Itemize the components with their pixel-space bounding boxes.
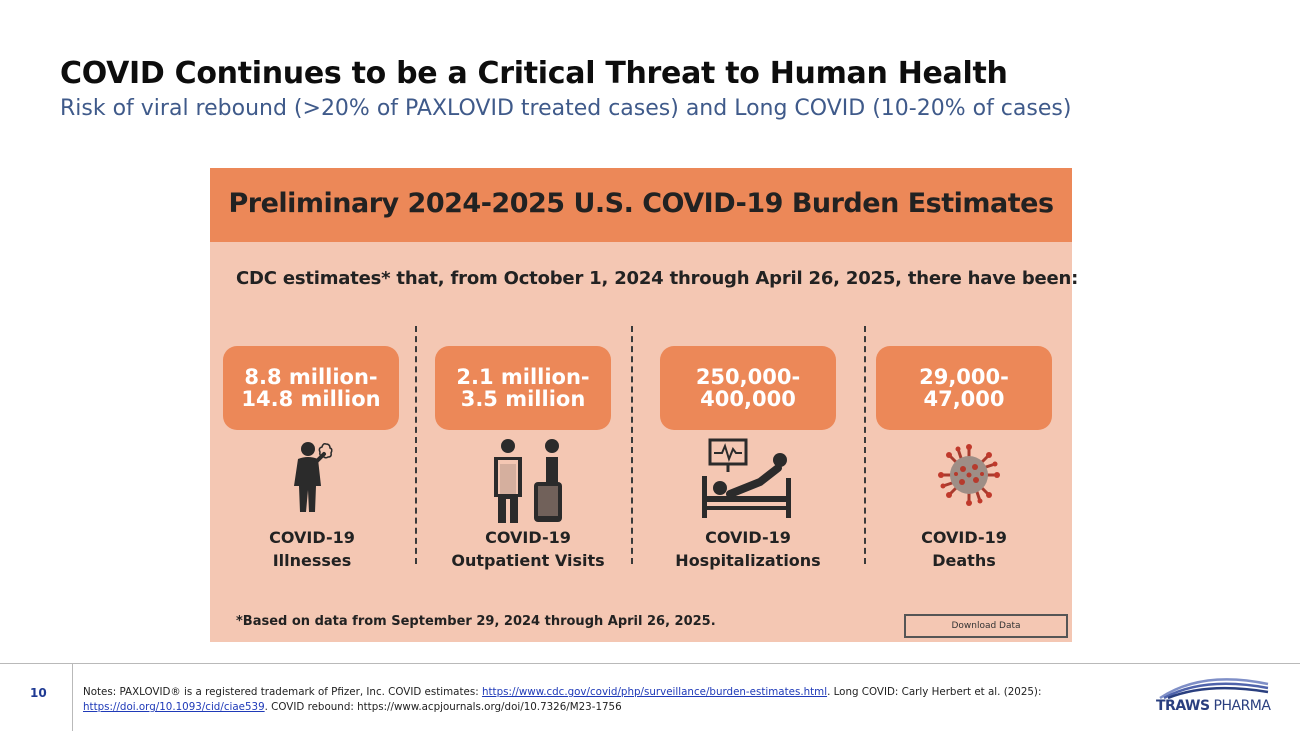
hospitalizations-value-pill: 250,000- 400,000 xyxy=(660,346,836,430)
hospital-bed-icon xyxy=(702,438,791,518)
cdc-estimates-link[interactable]: https://www.cdc.gov/covid/php/surveillan… xyxy=(481,686,828,698)
burden-infographic: Preliminary 2024-2025 U.S. COVID-19 Burd… xyxy=(210,168,1078,642)
slide-title: COVID Continues to be a Critical Threat … xyxy=(60,56,1008,91)
page-number: 10 xyxy=(30,686,47,700)
notes-text-1: Notes: PAXLOVID® is a registered tradema… xyxy=(83,686,482,698)
infographic-intro: CDC estimates* that, from October 1, 202… xyxy=(236,268,1079,289)
hospitalizations-label: COVID-19 Hospitalizations xyxy=(648,526,848,572)
footer-vertical-divider xyxy=(72,664,73,731)
illnesses-label-line1: COVID-19 xyxy=(269,528,355,547)
deaths-label-line1: COVID-19 xyxy=(921,528,1007,547)
illnesses-value-line2: 14.8 million xyxy=(241,387,381,411)
logo-word-pharma: PHARMA xyxy=(1213,698,1271,714)
outpatient-value-line1: 2.1 million- xyxy=(456,365,590,389)
column-divider xyxy=(864,326,866,564)
download-data-button[interactable]: Download Data xyxy=(904,614,1068,638)
notes-text-2: . Long COVID: Carly Herbert et al. (2025… xyxy=(827,686,1042,698)
illnesses-value-line1: 8.8 million- xyxy=(244,365,378,389)
deaths-value-pill: 29,000- 47,000 xyxy=(876,346,1052,430)
illnesses-value-pill: 8.8 million- 14.8 million xyxy=(223,346,399,430)
infographic-title: Preliminary 2024-2025 U.S. COVID-19 Burd… xyxy=(228,188,1054,219)
hospitalizations-label-line1: COVID-19 xyxy=(705,528,791,547)
footer-divider xyxy=(0,663,1300,664)
deaths-value-line2: 47,000 xyxy=(923,387,1005,411)
outpatient-label: COVID-19 Outpatient Visits xyxy=(428,526,628,572)
outpatient-value-pill: 2.1 million- 3.5 million xyxy=(435,346,611,430)
outpatient-label-line1: COVID-19 xyxy=(485,528,571,547)
sick-person-icon xyxy=(294,442,333,512)
traws-pharma-logo: TRAWS PHARMA xyxy=(1152,676,1272,716)
logo-word-traws: TRAWS xyxy=(1156,698,1210,714)
long-covid-doi-link[interactable]: https://doi.org/10.1093/cid/ciae539 xyxy=(83,701,265,713)
illnesses-label: COVID-19 Illnesses xyxy=(212,526,412,572)
deaths-value-line1: 29,000- xyxy=(919,365,1009,389)
hospitalizations-value-line2: 400,000 xyxy=(700,387,796,411)
outpatient-value-line2: 3.5 million xyxy=(460,387,586,411)
outpatient-label-line2: Outpatient Visits xyxy=(451,551,605,570)
doctor-patient-icon xyxy=(494,439,562,523)
hospitalizations-value-line1: 250,000- xyxy=(695,365,801,389)
virus-icon xyxy=(938,444,1000,506)
column-divider xyxy=(631,326,633,564)
column-divider xyxy=(415,326,417,564)
notes-text-3: . COVID rebound: https://www.acpjournals… xyxy=(264,701,622,713)
infographic-header-bar: Preliminary 2024-2025 U.S. COVID-19 Burd… xyxy=(210,168,1072,242)
illnesses-label-line2: Illnesses xyxy=(272,551,352,570)
deaths-label: COVID-19 Deaths xyxy=(864,526,1064,572)
infographic-footnote: *Based on data from September 29, 2024 t… xyxy=(236,614,716,629)
slide-subtitle: Risk of viral rebound (>20% of PAXLOVID … xyxy=(60,96,1072,121)
logo-swoosh-icon xyxy=(1159,678,1269,700)
footer-notes: Notes: PAXLOVID® is a registered tradema… xyxy=(83,685,1143,715)
hospitalizations-label-line2: Hospitalizations xyxy=(675,551,821,570)
deaths-label-line2: Deaths xyxy=(932,551,996,570)
